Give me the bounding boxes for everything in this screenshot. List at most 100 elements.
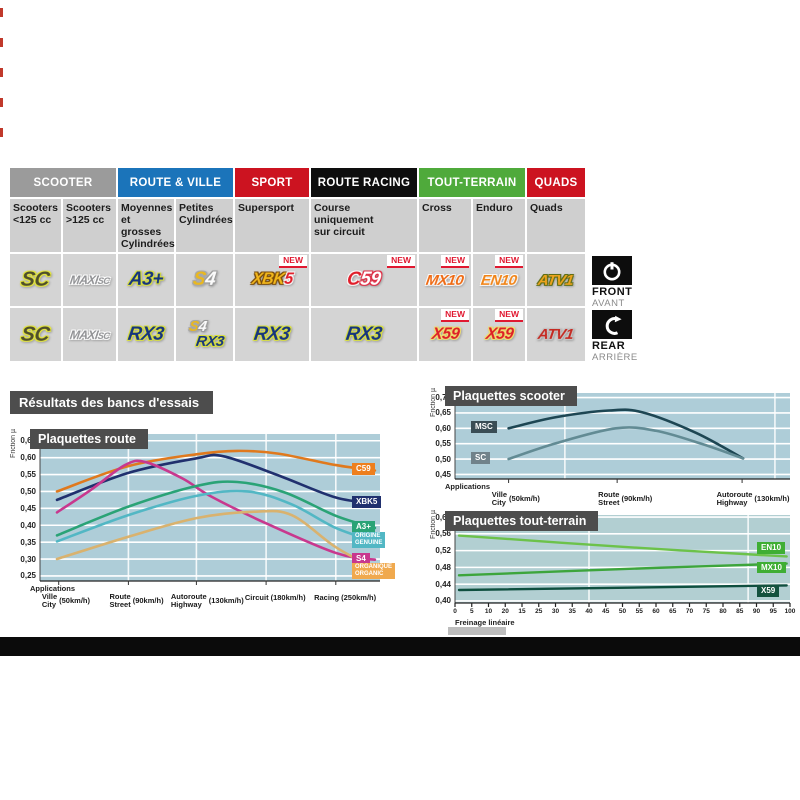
x-tick-label: 35 (568, 608, 576, 615)
scooter-plot-svg (454, 393, 790, 483)
x-tick-label: 25 (535, 608, 543, 615)
x-tick-name: Ville City (492, 491, 507, 507)
series-badge-mx10: MX10 (757, 561, 786, 574)
logo-s4: S4 (192, 269, 217, 291)
x-tick-label: 50 (618, 608, 627, 615)
x-tick-label: Circuit (180km/h) (245, 593, 306, 602)
column-header: Moyennes et grosses Cylindrées (118, 199, 175, 252)
series-badge-organique: ORGANIQUE ORGANIC (352, 562, 396, 579)
column-header: Quads (527, 199, 585, 252)
x-tick-line: Racing (314, 592, 340, 602)
category-route-racing: ROUTE RACING (311, 168, 417, 197)
edge-artifact (0, 38, 3, 47)
x-tick-line: Ville (491, 490, 508, 499)
compatibility-table: SCOOTER ROUTE & VILLE SPORT ROUTE RACING TOU… (10, 168, 585, 361)
x-tick-line: Street (109, 599, 131, 609)
new-badge: NEW (495, 255, 523, 268)
category-sport: SPORT (235, 168, 309, 197)
series-MSC (507, 408, 745, 460)
x-tick-name: Autoroute Highway (171, 593, 207, 609)
rear-row-cell: RX3 (311, 308, 417, 361)
y-tick-label: 0,70 (435, 393, 451, 403)
logo-xbk5: XBK5 (250, 271, 294, 289)
column-header: Petites Cylindrées (176, 199, 233, 252)
x-tick-name: Racing (314, 592, 340, 602)
new-badge: NEW (441, 309, 469, 322)
logo-x59: X59 (484, 325, 514, 343)
chart-plaquettes-route: Plaquettes route Friction µ 0,65 0,60 0,55 0,… (10, 428, 410, 618)
y-tick-label: 0,65 (435, 408, 451, 418)
y-tick-label: 0,56 (435, 529, 451, 539)
x-tick-line: Autoroute (170, 592, 207, 601)
x-tick-line: Circuit (244, 592, 269, 602)
x-tick-speed: (130km/h) (208, 596, 244, 606)
front-row-cell: NEW EN10 (473, 254, 525, 306)
x-tick-label: 75 (702, 608, 710, 615)
badge-line: GENUINE (355, 540, 383, 547)
tout-title: Plaquettes tout-terrain (445, 511, 599, 531)
x-tick-speed: (50km/h) (59, 596, 90, 606)
edge-artifact (0, 8, 3, 17)
x-tick-line: Street (598, 497, 620, 507)
scooter-ylabel: Friction µ (430, 388, 437, 417)
logo-rx3: RX3 (194, 332, 225, 350)
x-tick-label: Autoroute Highway (130km/h) (171, 593, 244, 609)
logo-sub: SC (96, 276, 110, 286)
logo-mx10: MX10 (425, 271, 465, 289)
x-tick-label: 90 (752, 608, 761, 615)
y-tick-label: 0,50 (20, 486, 36, 496)
y-tick-label: 0,45 (20, 503, 36, 513)
y-tick-label: 0,35 (20, 537, 36, 547)
x-tick-label: 10 (484, 608, 493, 615)
results-banner: Résultats des bancs d'essais (10, 391, 214, 414)
logo-a3: A3+ (127, 269, 165, 290)
x-tick-line: Ville (41, 592, 58, 601)
x-tick-label: 55 (635, 608, 643, 615)
x-tick-line: Route (598, 490, 620, 499)
logo-atv1a: ATV1 (537, 271, 575, 289)
series-A3+ (55, 480, 377, 537)
new-badge: NEW (387, 255, 415, 268)
y-tick-label: 0,45 (435, 469, 451, 479)
x-tick-name: Route Street (598, 491, 619, 507)
front-axle-label: FRONT AVANT (592, 256, 646, 309)
logo-x59: X59 (430, 325, 460, 343)
series-ORGANIQUE ORGANIC (55, 509, 377, 570)
logo-sc: SC (19, 268, 52, 291)
rear-row-cell: NEW X59 (419, 308, 471, 361)
badge-line: ORIGINE (355, 533, 381, 540)
x-tick-label: 45 (602, 608, 610, 615)
x-tick-label: 30 (551, 608, 560, 615)
series-badge-msc: MSC (471, 421, 497, 433)
chart-plaquettes-scooter: Plaquettes scooter Friction µ 0,70 0,65 0,60… (430, 385, 800, 510)
logo-rx3: RX3 (344, 323, 384, 345)
x-tick-speed: (50km/h) (509, 494, 540, 504)
x-tick-name: Circuit (244, 592, 269, 602)
x-tick-name: Autoroute Highway (717, 491, 753, 507)
series-MX10 (457, 562, 788, 577)
x-tick-label: Racing (250km/h) (314, 593, 376, 602)
column-header: Supersport (235, 199, 309, 252)
front-label-fr: AVANT (592, 298, 625, 309)
logo-part: 59 (359, 269, 383, 290)
tout-xlabel: Freinage linéaire (455, 618, 515, 627)
logo-en10: EN10 (480, 271, 518, 289)
x-tick-label: Route Street (90km/h) (598, 491, 652, 507)
x-tick-label: 100 (784, 608, 796, 615)
x-tick-label: Ville City (50km/h) (42, 593, 90, 609)
series-badge-a3+: A3+ (352, 520, 375, 533)
rear-row-cell: S4 RX3 (176, 308, 233, 361)
category-route-ville: ROUTE & VILLE (118, 168, 233, 197)
rear-row-cell: NEW X59 (473, 308, 525, 361)
y-tick-label: 0,30 (20, 554, 36, 564)
x-tick-speed: (130km/h) (754, 494, 790, 504)
y-tick-label: 0,25 (20, 571, 36, 581)
front-row-cell: ATV1 (527, 254, 585, 306)
y-tick-label: 0,65 (20, 436, 36, 446)
chart-plaquettes-tout-terrain: 0 5 10 20 15 25 30 35 40 45 50 55 60 65 70 75 80 85 90 95 10… (430, 510, 800, 635)
x-tick-label: 40 (585, 608, 593, 615)
x-tick-label: 80 (719, 608, 727, 615)
x-tick-label: Ville City (50km/h) (492, 491, 540, 507)
y-tick-label: 0,52 (435, 546, 451, 556)
